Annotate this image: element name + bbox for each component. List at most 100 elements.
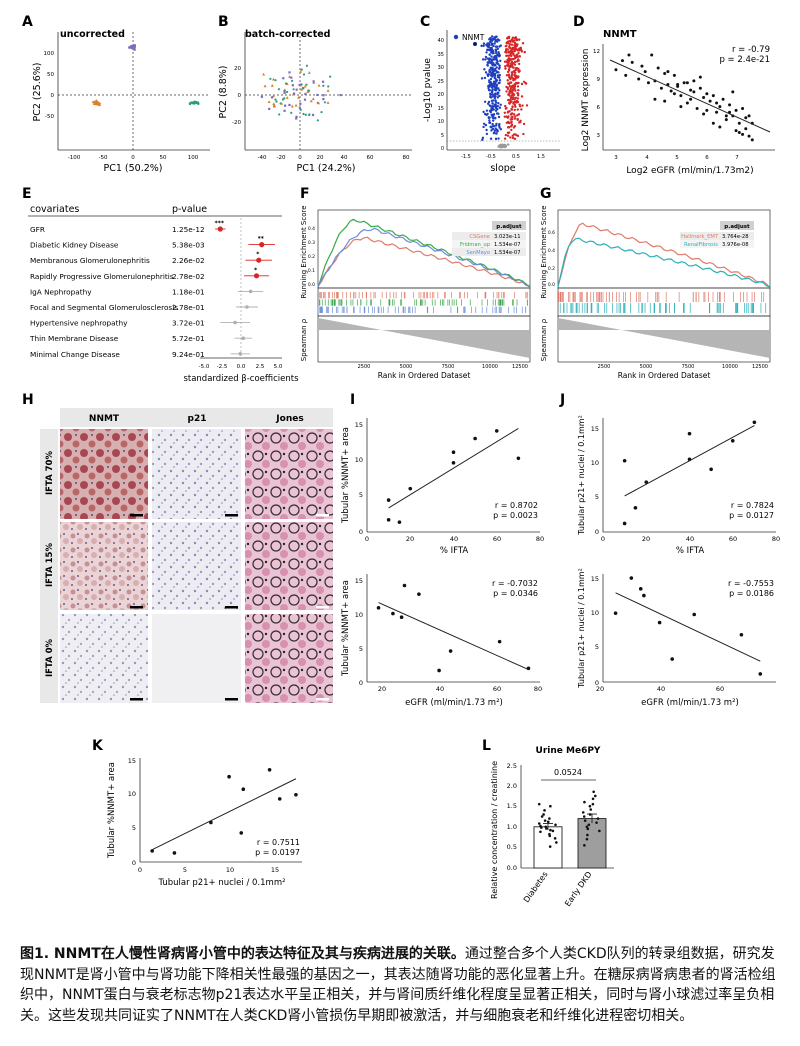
pca-point bbox=[133, 48, 136, 51]
x-tick-labels: 20 40 60 80 bbox=[378, 685, 542, 693]
volcano-point bbox=[502, 145, 506, 148]
volcano-point bbox=[490, 46, 493, 50]
pca-point bbox=[271, 77, 275, 81]
data-point bbox=[554, 823, 557, 827]
x-tick: 15 bbox=[271, 866, 279, 874]
scatter-point bbox=[663, 99, 667, 103]
x-tick: 60 bbox=[493, 535, 501, 543]
micrograph-p21-ifta15 bbox=[152, 522, 241, 610]
volcano-point bbox=[508, 101, 511, 105]
panel-letter: J bbox=[559, 392, 565, 408]
scatter-point bbox=[715, 101, 719, 105]
pca-point bbox=[272, 102, 276, 105]
volcano-point bbox=[517, 59, 520, 62]
legend-marker bbox=[453, 34, 459, 40]
y-tick: 0 bbox=[238, 93, 242, 99]
pca-point bbox=[308, 113, 311, 116]
volcano-point bbox=[514, 115, 517, 118]
volcano-point bbox=[481, 58, 485, 61]
volcano-point bbox=[512, 78, 515, 82]
x-tick: 80 bbox=[534, 685, 542, 693]
beta-estimate bbox=[253, 273, 260, 279]
caption-title: 图1. NNMT在人慢性肾病肾小管中的表达特征及其与疾病进展的关联。 bbox=[20, 946, 465, 962]
pca-point bbox=[283, 91, 286, 94]
volcano-point bbox=[516, 76, 519, 79]
x-tick: 100 bbox=[188, 155, 199, 161]
pca-point bbox=[133, 45, 136, 48]
volcano-point bbox=[514, 46, 517, 49]
pca-point bbox=[311, 97, 315, 101]
volcano-point bbox=[507, 73, 511, 76]
y-tick: 1.0 bbox=[507, 823, 517, 831]
volcano-point bbox=[490, 55, 493, 58]
scatter-points bbox=[150, 767, 298, 855]
pca-point bbox=[274, 79, 277, 82]
volcano-point bbox=[498, 94, 501, 98]
scatter-point bbox=[663, 71, 667, 75]
volcano-point bbox=[523, 50, 526, 54]
x-tick: -40 bbox=[258, 155, 267, 161]
scatter-point bbox=[709, 467, 713, 472]
pca-points bbox=[260, 64, 342, 122]
x-tick: 20 bbox=[642, 535, 650, 543]
volcano-point bbox=[514, 105, 517, 108]
scatter-point bbox=[689, 88, 693, 92]
volcano-point bbox=[490, 42, 493, 45]
rho-area bbox=[318, 318, 530, 358]
volcano-point bbox=[509, 77, 512, 81]
gene-set-name: Hallmark_EMT bbox=[681, 234, 719, 240]
volcano-point bbox=[522, 80, 526, 83]
scatter-point bbox=[451, 461, 456, 465]
x-tick: 4 bbox=[645, 155, 649, 161]
covariate-label: Minimal Change Disease bbox=[30, 350, 120, 359]
volcano-point bbox=[493, 93, 496, 96]
x-tick: 3 bbox=[614, 155, 618, 161]
volcano-point bbox=[497, 112, 500, 115]
panel-i: I r = 0.8702 p = 0.0023 0 20 40 60 80 15… bbox=[341, 392, 544, 708]
volcano-point bbox=[510, 107, 513, 111]
volcano-point bbox=[505, 54, 508, 58]
scale-bar bbox=[225, 606, 238, 609]
scatter-point bbox=[397, 520, 402, 524]
volcano-point bbox=[504, 50, 507, 54]
volcano-point bbox=[512, 93, 516, 96]
covariate-label: Hypertensive nephropathy bbox=[30, 319, 128, 328]
volcano-point bbox=[512, 70, 515, 73]
y-tick: 5 bbox=[359, 645, 363, 653]
panel-g: G p.adjust Hallmark_EMT 3.764e-28 RenalFibr… bbox=[540, 186, 771, 380]
pca-point bbox=[303, 98, 307, 101]
scatter-point bbox=[705, 92, 709, 96]
volcano-point bbox=[493, 129, 497, 132]
volcano-point bbox=[515, 38, 518, 42]
pca-point bbox=[300, 88, 304, 91]
pca-point bbox=[329, 75, 332, 78]
x-tick-labels: 20 40 60 bbox=[596, 685, 724, 693]
volcano-point bbox=[506, 48, 509, 51]
y-tick: 12 bbox=[593, 49, 600, 55]
scatter-egfr-p21: r = -0.7553 p = 0.0186 20 40 60 15 10 5 … bbox=[577, 568, 776, 708]
volcano-point bbox=[517, 62, 521, 66]
volcano-point bbox=[489, 77, 493, 81]
panel-k: K r = 0.7511 p = 0.0197 0 5 10 15 15 10 … bbox=[92, 738, 302, 888]
pca-point bbox=[307, 71, 311, 74]
scale-bar bbox=[225, 514, 238, 517]
volcano-point bbox=[509, 136, 512, 139]
pca-point bbox=[291, 79, 294, 82]
scatter-point bbox=[744, 116, 748, 120]
y-tick: 0.2 bbox=[548, 266, 555, 272]
scale-bar bbox=[130, 606, 143, 609]
enrichment-curve bbox=[317, 236, 531, 288]
scatter-point bbox=[666, 70, 670, 74]
volcano-point bbox=[492, 131, 496, 134]
scatter-point bbox=[516, 456, 521, 461]
scatter-ifta-nnmt: r = 0.8702 p = 0.0023 0 20 40 60 80 15 1… bbox=[341, 418, 544, 556]
data-point bbox=[548, 832, 551, 836]
gene-set-name: CSGene bbox=[469, 234, 490, 240]
volcano-point bbox=[497, 102, 500, 105]
gene-set-name: Fridman_up bbox=[460, 242, 491, 248]
x-tick: -20 bbox=[277, 155, 286, 161]
x-tick: 20 bbox=[317, 155, 324, 161]
gene-set-hit-marks bbox=[558, 292, 767, 313]
pca-point bbox=[133, 44, 136, 47]
volcano-point bbox=[510, 128, 513, 132]
